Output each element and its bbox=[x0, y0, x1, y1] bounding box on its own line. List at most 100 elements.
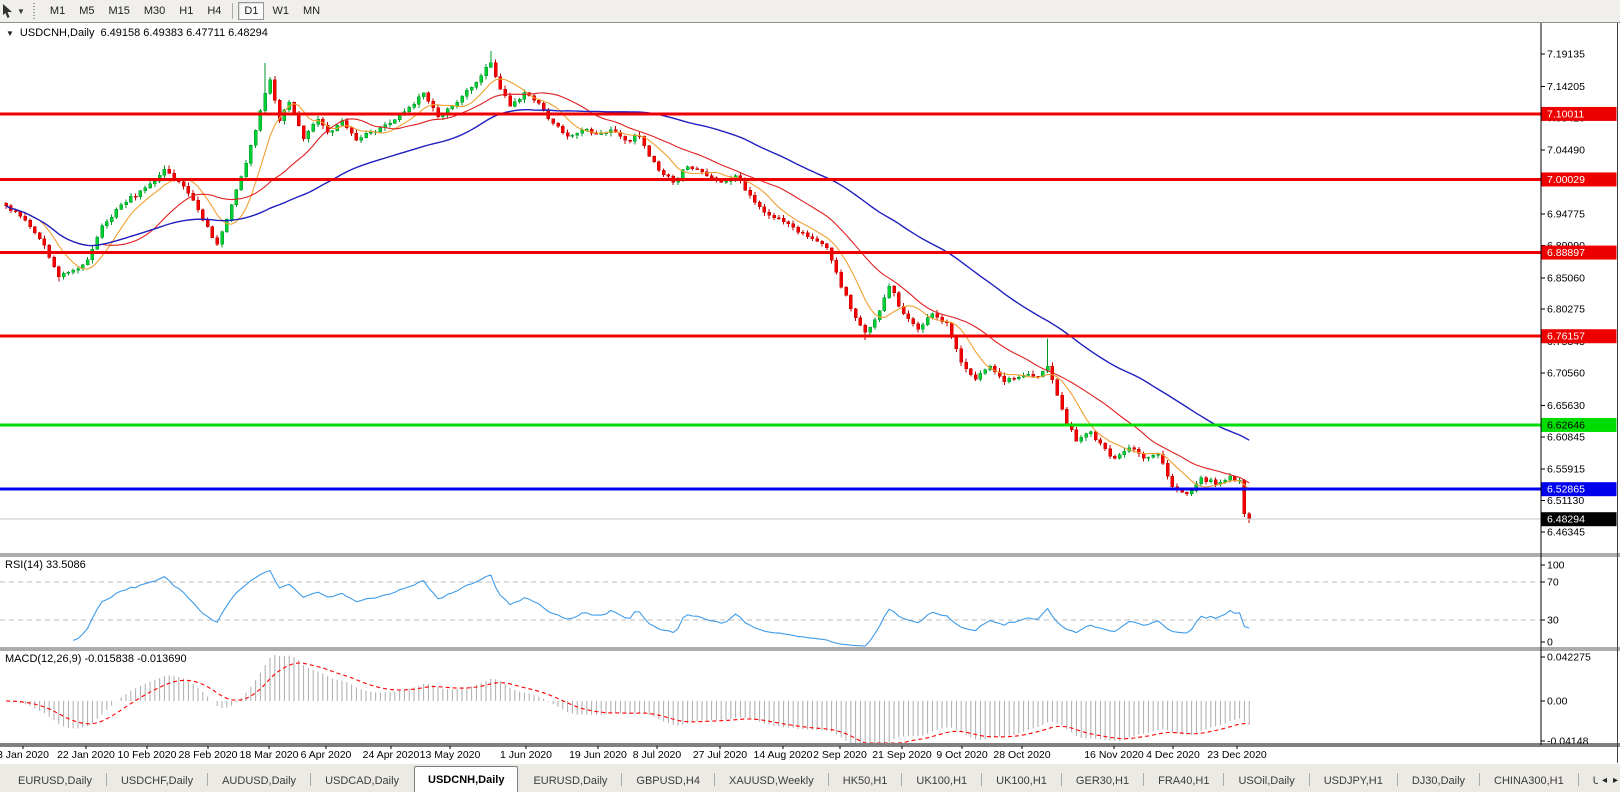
tab-gbpusd-h4[interactable]: GBPUSD,H4 bbox=[636, 774, 700, 787]
rsi-line bbox=[73, 569, 1250, 647]
toolbar-grip[interactable] bbox=[31, 3, 37, 19]
tab-china300-h1[interactable]: CHINA300,H1 bbox=[1494, 774, 1564, 787]
tab-dj30-daily[interactable]: DJ30,Daily bbox=[1411, 774, 1466, 787]
date-tick-label: 8 Jul 2020 bbox=[633, 749, 682, 761]
tab-usoil-daily[interactable]: USOil,Daily bbox=[1238, 774, 1295, 787]
svg-text:30: 30 bbox=[1547, 615, 1559, 627]
chart-frame bbox=[0, 23, 1620, 763]
price-badge: 6.76157 bbox=[1541, 329, 1617, 344]
date-tick-label: 4 Dec 2020 bbox=[1146, 749, 1200, 761]
timeframe-button-group: M1 M5 M15 M30 H1 H4 D1 W1 MN bbox=[43, 0, 327, 22]
price-badge: 6.62646 bbox=[1541, 417, 1617, 432]
timeframe-button-w1[interactable]: W1 bbox=[272, 5, 289, 17]
level-lines-layer bbox=[0, 112, 1541, 520]
chart-window[interactable]: 7.191357.142057.094207.044906.997056.947… bbox=[0, 23, 1620, 763]
tab-separator bbox=[1060, 773, 1062, 786]
price-axis: 7.191357.142057.094207.044906.997056.947… bbox=[1541, 49, 1617, 539]
tab-separator bbox=[713, 773, 715, 786]
macd-label: MACD(12,26,9) -0.015838 -0.013690 bbox=[5, 653, 187, 665]
tab-separator bbox=[1577, 773, 1579, 786]
date-tick-label: 19 Jun 2020 bbox=[569, 749, 627, 761]
tab-usdcad-daily[interactable]: USDCAD,Daily bbox=[325, 774, 400, 787]
chart-symbol-label: USDCNH,Daily bbox=[19, 27, 95, 39]
timeframe-button-m1[interactable]: M1 bbox=[49, 5, 66, 17]
price-tick-label: 6.65630 bbox=[1547, 400, 1585, 412]
price-tick-label: 7.19135 bbox=[1547, 49, 1585, 61]
price-chart[interactable]: 7.191357.142057.094207.044906.997056.947… bbox=[0, 23, 1620, 763]
timeframe-button-mn[interactable]: MN bbox=[302, 5, 321, 17]
moving-averages-layer bbox=[5, 78, 1250, 491]
price-tick-label: 6.46345 bbox=[1547, 527, 1585, 539]
tab-separator bbox=[901, 773, 903, 786]
date-tick-label: 3 Jan 2020 bbox=[0, 749, 49, 761]
svg-text:7.10011: 7.10011 bbox=[1547, 108, 1584, 120]
date-tick-label: 21 Sep 2020 bbox=[872, 749, 932, 761]
tab-eurusd-daily[interactable]: EURUSD,Daily bbox=[18, 774, 92, 787]
tab-separator bbox=[310, 773, 312, 786]
tab-uk100-h1[interactable]: UK100,H1 bbox=[916, 774, 968, 787]
rsi-axis: 100 70 30 0 bbox=[1541, 560, 1565, 649]
tab-separator bbox=[981, 773, 983, 786]
tab-separator bbox=[207, 773, 209, 786]
timeframe-button-h1[interactable]: H1 bbox=[179, 5, 194, 17]
timeframe-button-d1[interactable]: D1 bbox=[238, 2, 265, 20]
tab-eurusd-daily[interactable]: EURUSD,Daily bbox=[533, 774, 608, 787]
date-tick-label: 9 Oct 2020 bbox=[936, 749, 988, 761]
tab-u[interactable]: U bbox=[1592, 774, 1601, 787]
svg-text:6.76157: 6.76157 bbox=[1547, 331, 1585, 343]
svg-text:6.62646: 6.62646 bbox=[1547, 419, 1585, 431]
macd-signal-line bbox=[5, 662, 1250, 743]
tab-fra40-h1[interactable]: FRA40,H1 bbox=[1158, 774, 1210, 787]
tab-usdchf-daily[interactable]: USDCHF,Daily bbox=[120, 774, 194, 787]
candles-layer bbox=[4, 50, 1251, 524]
price-tick-label: 6.70560 bbox=[1547, 367, 1585, 379]
timeframe-button-m15[interactable]: M15 bbox=[108, 5, 130, 17]
timeframe-button-m5[interactable]: M5 bbox=[79, 5, 95, 17]
date-tick-label: 10 Feb 2020 bbox=[118, 749, 177, 761]
toolbar-separator bbox=[232, 3, 234, 19]
rsi-label: RSI(14) 33.5086 bbox=[5, 559, 86, 571]
tab-audusd-daily[interactable]: AUDUSD,Daily bbox=[222, 774, 297, 787]
chart-tab-bar: EURUSD,Daily USDCHF,Daily AUDUSD,Daily USDC… bbox=[0, 763, 1620, 792]
tab-ger30-h1[interactable]: GER30,H1 bbox=[1075, 774, 1130, 787]
rsi-panel bbox=[0, 569, 1541, 647]
svg-text:6.48294: 6.48294 bbox=[1547, 514, 1585, 526]
tab-uk100-h1[interactable]: UK100,H1 bbox=[996, 774, 1047, 787]
ma-21-line bbox=[5, 92, 1250, 484]
cursor-icon bbox=[3, 4, 12, 18]
price-tick-label: 6.80275 bbox=[1547, 304, 1585, 316]
date-tick-label: 14 Aug 2020 bbox=[754, 749, 813, 761]
tab-scroll-arrows: ◂ ▸ bbox=[1597, 775, 1618, 786]
date-tick-label: 2 Sep 2020 bbox=[813, 749, 867, 761]
svg-text:7.00029: 7.00029 bbox=[1547, 174, 1585, 186]
date-tick-label: 27 Jul 2020 bbox=[693, 749, 747, 761]
svg-text:-0.04148: -0.04148 bbox=[1547, 736, 1589, 748]
date-tick-label: 28 Feb 2020 bbox=[179, 749, 238, 761]
date-tick-label: 22 Jan 2020 bbox=[57, 749, 115, 761]
svg-text:0: 0 bbox=[1547, 637, 1553, 649]
tab-separator bbox=[105, 773, 107, 786]
tab-usdcnh-daily[interactable]: USDCNH,Daily bbox=[414, 766, 519, 792]
price-tick-label: 7.04490 bbox=[1547, 145, 1585, 157]
tab-separator bbox=[1223, 773, 1225, 786]
cursor-tool-button[interactable]: ▼ bbox=[0, 1, 28, 21]
tab-usdjpy-h1[interactable]: USDJPY,H1 bbox=[1323, 774, 1383, 787]
top-toolbar: ▼ M1 M5 M15 M30 H1 H4 D1 W1 MN bbox=[0, 0, 1620, 23]
chart-menu-icon[interactable]: ▼ bbox=[6, 28, 14, 38]
date-tick-label: 23 Dec 2020 bbox=[1207, 749, 1267, 761]
tab-separator bbox=[1308, 773, 1310, 786]
tab-separator bbox=[1396, 773, 1398, 786]
tab-hk50-h1[interactable]: HK50,H1 bbox=[842, 774, 888, 787]
price-tick-label: 6.51130 bbox=[1547, 495, 1584, 507]
tab-scroll-right-icon[interactable]: ▸ bbox=[1612, 775, 1618, 786]
tab-scroll-left-icon[interactable]: ◂ bbox=[1601, 775, 1607, 786]
timeframe-button-m30[interactable]: M30 bbox=[143, 5, 166, 17]
price-badge: 6.52865 bbox=[1541, 482, 1617, 497]
timeframe-button-h4[interactable]: H4 bbox=[207, 5, 222, 17]
cursor-dropdown-icon[interactable]: ▼ bbox=[17, 6, 25, 16]
price-badge: 7.00029 bbox=[1541, 172, 1617, 187]
svg-text:70: 70 bbox=[1547, 577, 1559, 589]
date-tick-label: 18 Mar 2020 bbox=[240, 749, 299, 761]
tab-xauusd-weekly[interactable]: XAUUSD,Weekly bbox=[728, 774, 814, 787]
